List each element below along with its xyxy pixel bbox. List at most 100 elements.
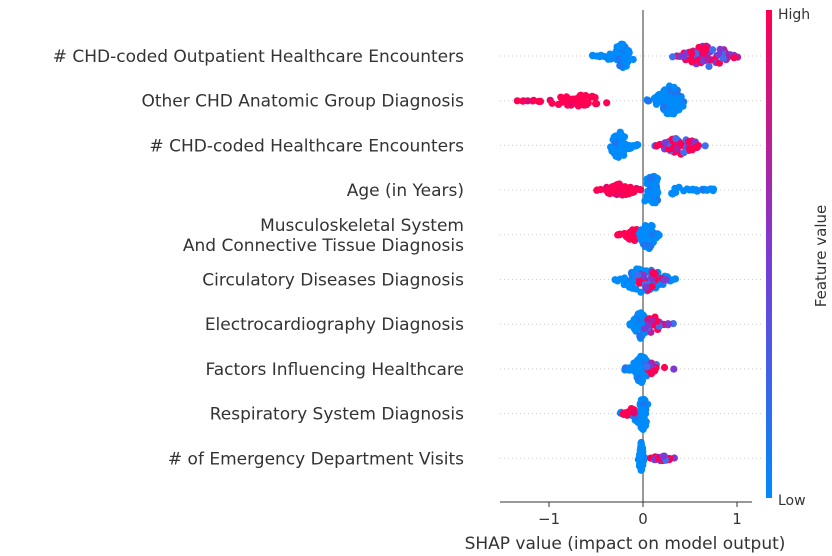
shap-point	[648, 316, 657, 325]
shap-point	[640, 371, 649, 379]
shap-point	[629, 188, 638, 196]
shap-point	[548, 99, 556, 107]
shap-point	[654, 230, 662, 238]
shap-point	[624, 408, 633, 416]
shap-point	[636, 332, 644, 340]
shap-point	[607, 144, 615, 152]
shap-point	[638, 449, 646, 457]
shap-point	[686, 145, 694, 153]
shap-point	[635, 367, 643, 376]
shap-point	[535, 97, 543, 105]
feature-gridlines	[500, 55, 762, 459]
shap-point	[612, 48, 620, 56]
shap-point	[628, 226, 637, 234]
shap-point	[730, 54, 738, 62]
feature-label: Musculoskeletal System And Connective Tis…	[183, 216, 464, 256]
shap-point	[589, 52, 597, 60]
shap-point	[694, 142, 703, 150]
shap-point	[625, 365, 633, 374]
shap-point	[588, 92, 596, 100]
shap-point	[673, 94, 681, 103]
shap-point	[675, 183, 683, 191]
shap-point	[627, 278, 635, 287]
shap-point	[642, 235, 650, 243]
shap-point	[685, 138, 693, 146]
shap-point	[625, 141, 633, 150]
shap-point	[640, 411, 648, 419]
shap-point	[648, 282, 656, 290]
shap-point	[675, 106, 683, 114]
shap-point	[660, 103, 668, 111]
shap-point	[660, 276, 668, 284]
shap-point	[637, 288, 645, 296]
shap-point	[597, 51, 605, 59]
shap-point	[664, 108, 672, 116]
shap-point	[638, 421, 647, 429]
feature-label: # CHD-coded Outpatient Healthcare Encoun…	[53, 47, 464, 67]
shap-point	[659, 452, 667, 460]
shap-point	[640, 405, 648, 413]
shap-point	[646, 242, 654, 250]
feature-label: Respiratory System Diagnosis	[210, 405, 464, 425]
shap-point	[630, 234, 638, 242]
shap-point	[624, 234, 632, 242]
shap-point	[660, 87, 668, 95]
shap-point	[650, 181, 658, 189]
x-tick-label: −1	[538, 510, 560, 528]
feature-label: Factors Influencing Healthcare	[205, 360, 464, 380]
shap-point	[664, 320, 672, 328]
shap-point	[652, 100, 661, 108]
feature-label: Age (in Years)	[347, 181, 464, 201]
shap-point	[630, 409, 638, 417]
shap-point	[631, 142, 639, 150]
x-axis-ticks: −1 0 1	[538, 502, 742, 528]
shap-point	[670, 110, 678, 118]
shap-point	[669, 190, 677, 198]
feature-labels: # CHD-coded Outpatient Healthcare Encoun…	[53, 47, 464, 469]
shap-point	[651, 367, 659, 375]
shap-point	[701, 142, 709, 150]
feature-label: # of Emergency Department Visits	[168, 449, 464, 469]
shap-point	[564, 95, 572, 103]
feature-label: # CHD-coded Healthcare Encounters	[149, 136, 464, 156]
shap-point	[634, 271, 642, 279]
shap-point	[643, 363, 651, 371]
shap-point	[636, 186, 645, 194]
shap-point	[644, 97, 652, 105]
x-axis-label: SHAP value (impact on model output)	[465, 534, 786, 554]
shap-point	[616, 231, 624, 239]
shap-point	[676, 52, 684, 60]
shap-point	[577, 91, 585, 99]
shap-point	[634, 355, 643, 363]
shap-point	[602, 187, 611, 195]
shap-point	[581, 101, 589, 109]
shap-point	[680, 149, 688, 157]
shap-point	[661, 95, 669, 103]
shap-point	[703, 186, 711, 194]
shap-point	[620, 147, 628, 155]
shap-point	[635, 310, 644, 318]
shap-point	[554, 100, 563, 108]
feature-label: Other CHD Anatomic Group Diagnosis	[141, 92, 464, 112]
shap-point	[619, 40, 627, 48]
shap-point	[611, 276, 619, 284]
colorbar	[766, 10, 772, 498]
shap-point	[635, 361, 643, 369]
shap-point	[672, 135, 680, 143]
shap-point	[687, 48, 695, 56]
shap-point	[650, 270, 658, 278]
shap-point	[709, 46, 717, 54]
shap-point	[624, 46, 632, 54]
colorbar-title: Feature value	[812, 205, 830, 307]
shap-point	[643, 192, 651, 200]
shap-points	[513, 40, 742, 474]
shap-point	[716, 45, 724, 54]
colorbar-low-label: Low	[778, 493, 806, 509]
x-tick-label: 1	[732, 510, 742, 528]
x-tick-label: 0	[638, 510, 648, 528]
shap-point	[661, 139, 669, 147]
shap-point	[650, 94, 658, 103]
shap-point	[529, 97, 537, 105]
shap-point	[646, 175, 655, 183]
